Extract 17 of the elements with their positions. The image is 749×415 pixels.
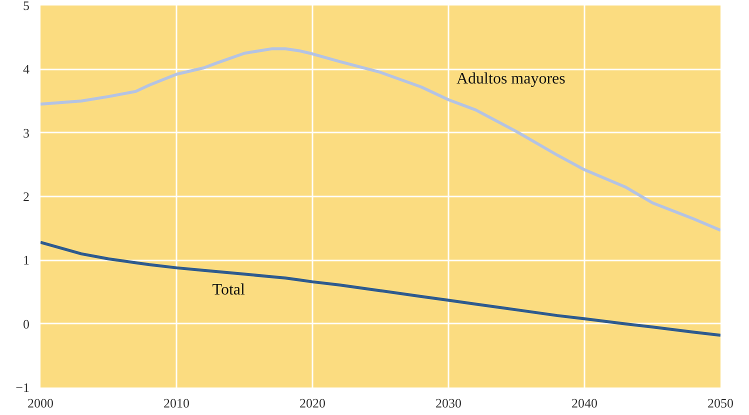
y-tick-label: 3 (23, 125, 30, 140)
line-series (40, 47, 720, 232)
line-series (40, 240, 720, 337)
x-tick-label: 2040 (572, 396, 598, 410)
y-tick-label: 0 (23, 316, 30, 332)
x-tick-label: 2010 (164, 396, 190, 410)
y-tick-label: 1 (23, 252, 30, 268)
x-tick-label: 2050 (708, 396, 734, 410)
x-tick-label: 2030 (436, 396, 462, 410)
x-tick-label: 2020 (300, 396, 326, 410)
y-tick-label: 2 (23, 189, 30, 204)
y-tick-label: −1 (16, 380, 30, 395)
series-label: Adultos mayores (456, 70, 566, 88)
series-label: Total (212, 282, 246, 299)
y-tick-label: 5 (23, 0, 30, 13)
x-tick-label: 2000 (28, 396, 54, 410)
y-tick-label: 4 (23, 62, 30, 77)
